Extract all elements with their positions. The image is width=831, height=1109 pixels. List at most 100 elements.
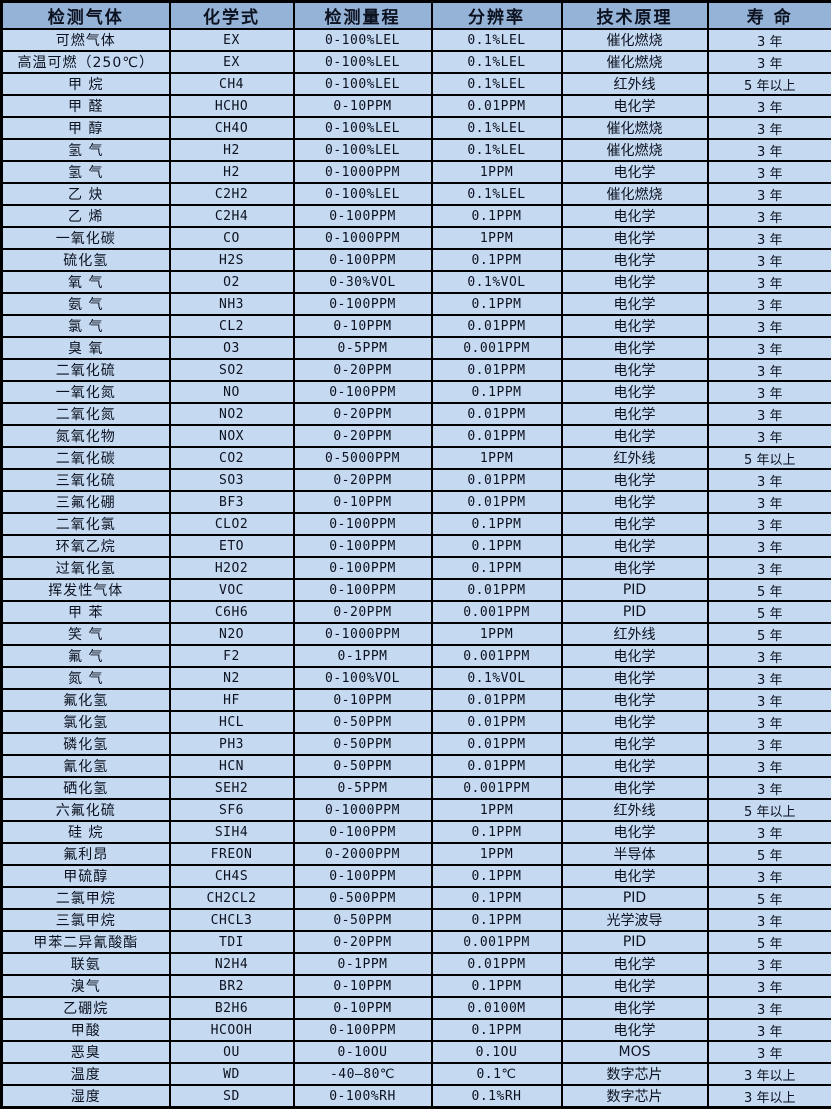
resolution-cell: 0.1℃ — [432, 1063, 562, 1085]
header-gas: 检测气体 — [2, 2, 170, 30]
lifespan-cell: 5 年以上 — [708, 73, 831, 95]
principle-cell: 电化学 — [562, 777, 708, 799]
principle-cell: PID — [562, 601, 708, 623]
formula-cell: NO2 — [170, 403, 294, 425]
lifespan-cell: 5 年 — [708, 579, 831, 601]
formula-cell: NOX — [170, 425, 294, 447]
gas-cell: 二氧化氯 — [2, 513, 170, 535]
header-principle: 技术原理 — [562, 2, 708, 30]
principle-cell: 数字芯片 — [562, 1063, 708, 1085]
lifespan-cell: 3 年 — [708, 491, 831, 513]
lifespan-cell: 3 年 — [708, 29, 831, 51]
range-cell: 0-100%LEL — [294, 117, 432, 139]
formula-cell: B2H6 — [170, 997, 294, 1019]
lifespan-cell: 3 年 — [708, 271, 831, 293]
header-formula: 化学式 — [170, 2, 294, 30]
gas-cell: 三氯甲烷 — [2, 909, 170, 931]
range-cell: 0-30%VOL — [294, 271, 432, 293]
formula-cell: C2H4 — [170, 205, 294, 227]
formula-cell: H2 — [170, 161, 294, 183]
resolution-cell: 0.01PPM — [432, 689, 562, 711]
range-cell: 0-100%LEL — [294, 183, 432, 205]
principle-cell: 电化学 — [562, 425, 708, 447]
gas-cell: 磷化氢 — [2, 733, 170, 755]
gas-cell: 一氧化氮 — [2, 381, 170, 403]
formula-cell: H2O2 — [170, 557, 294, 579]
resolution-cell: 0.01PPM — [432, 425, 562, 447]
principle-cell: 电化学 — [562, 997, 708, 1019]
formula-cell: CO2 — [170, 447, 294, 469]
range-cell: 0-20PPM — [294, 403, 432, 425]
gas-cell: 二氧化硫 — [2, 359, 170, 381]
principle-cell: 电化学 — [562, 557, 708, 579]
gas-cell: 氨 气 — [2, 293, 170, 315]
resolution-cell: 0.1PPM — [432, 293, 562, 315]
principle-cell: 红外线 — [562, 799, 708, 821]
principle-cell: 半导体 — [562, 843, 708, 865]
lifespan-cell: 5 年以上 — [708, 447, 831, 469]
gas-cell: 氟 气 — [2, 645, 170, 667]
principle-cell: PID — [562, 931, 708, 953]
lifespan-cell: 3 年 — [708, 1019, 831, 1041]
header-lifespan: 寿 命 — [708, 2, 831, 30]
principle-cell: 光学波导 — [562, 909, 708, 931]
gas-cell: 挥发性气体 — [2, 579, 170, 601]
gas-cell: 乙 炔 — [2, 183, 170, 205]
resolution-cell: 0.001PPM — [432, 931, 562, 953]
resolution-cell: 0.1OU — [432, 1041, 562, 1063]
range-cell: 0-50PPM — [294, 909, 432, 931]
gas-cell: 氢 气 — [2, 161, 170, 183]
formula-cell: SO3 — [170, 469, 294, 491]
lifespan-cell: 3 年 — [708, 161, 831, 183]
formula-cell: CO — [170, 227, 294, 249]
formula-cell: HF — [170, 689, 294, 711]
principle-cell: 电化学 — [562, 953, 708, 975]
principle-cell: PID — [562, 579, 708, 601]
range-cell: 0-10PPM — [294, 491, 432, 513]
principle-cell: 电化学 — [562, 491, 708, 513]
resolution-cell: 0.01PPM — [432, 469, 562, 491]
principle-cell: 电化学 — [562, 337, 708, 359]
resolution-cell: 0.1PPM — [432, 535, 562, 557]
resolution-cell: 1PPM — [432, 843, 562, 865]
gas-cell: 高温可燃（250℃） — [2, 51, 170, 73]
resolution-cell: 0.001PPM — [432, 337, 562, 359]
range-cell: 0-100%LEL — [294, 139, 432, 161]
formula-cell: SD — [170, 1085, 294, 1108]
gas-cell: 一氧化碳 — [2, 227, 170, 249]
lifespan-cell: 3 年 — [708, 359, 831, 381]
lifespan-cell: 5 年以上 — [708, 799, 831, 821]
range-cell: 0-100PPM — [294, 205, 432, 227]
principle-cell: 电化学 — [562, 667, 708, 689]
formula-cell: HCOOH — [170, 1019, 294, 1041]
lifespan-cell: 3 年 — [708, 403, 831, 425]
resolution-cell: 0.01PPM — [432, 491, 562, 513]
principle-cell: 电化学 — [562, 711, 708, 733]
range-cell: 0-20PPM — [294, 931, 432, 953]
resolution-cell: 0.01PPM — [432, 403, 562, 425]
range-cell: 0-100PPM — [294, 293, 432, 315]
formula-cell: O2 — [170, 271, 294, 293]
lifespan-cell: 5 年 — [708, 887, 831, 909]
lifespan-cell: 5 年 — [708, 843, 831, 865]
range-cell: 0-20PPM — [294, 425, 432, 447]
resolution-cell: 0.1PPM — [432, 1019, 562, 1041]
resolution-cell: 0.1%LEL — [432, 73, 562, 95]
gas-cell: 氯 气 — [2, 315, 170, 337]
gas-cell: 湿度 — [2, 1085, 170, 1108]
formula-cell: F2 — [170, 645, 294, 667]
lifespan-cell: 5 年 — [708, 623, 831, 645]
lifespan-cell: 3 年 — [708, 909, 831, 931]
